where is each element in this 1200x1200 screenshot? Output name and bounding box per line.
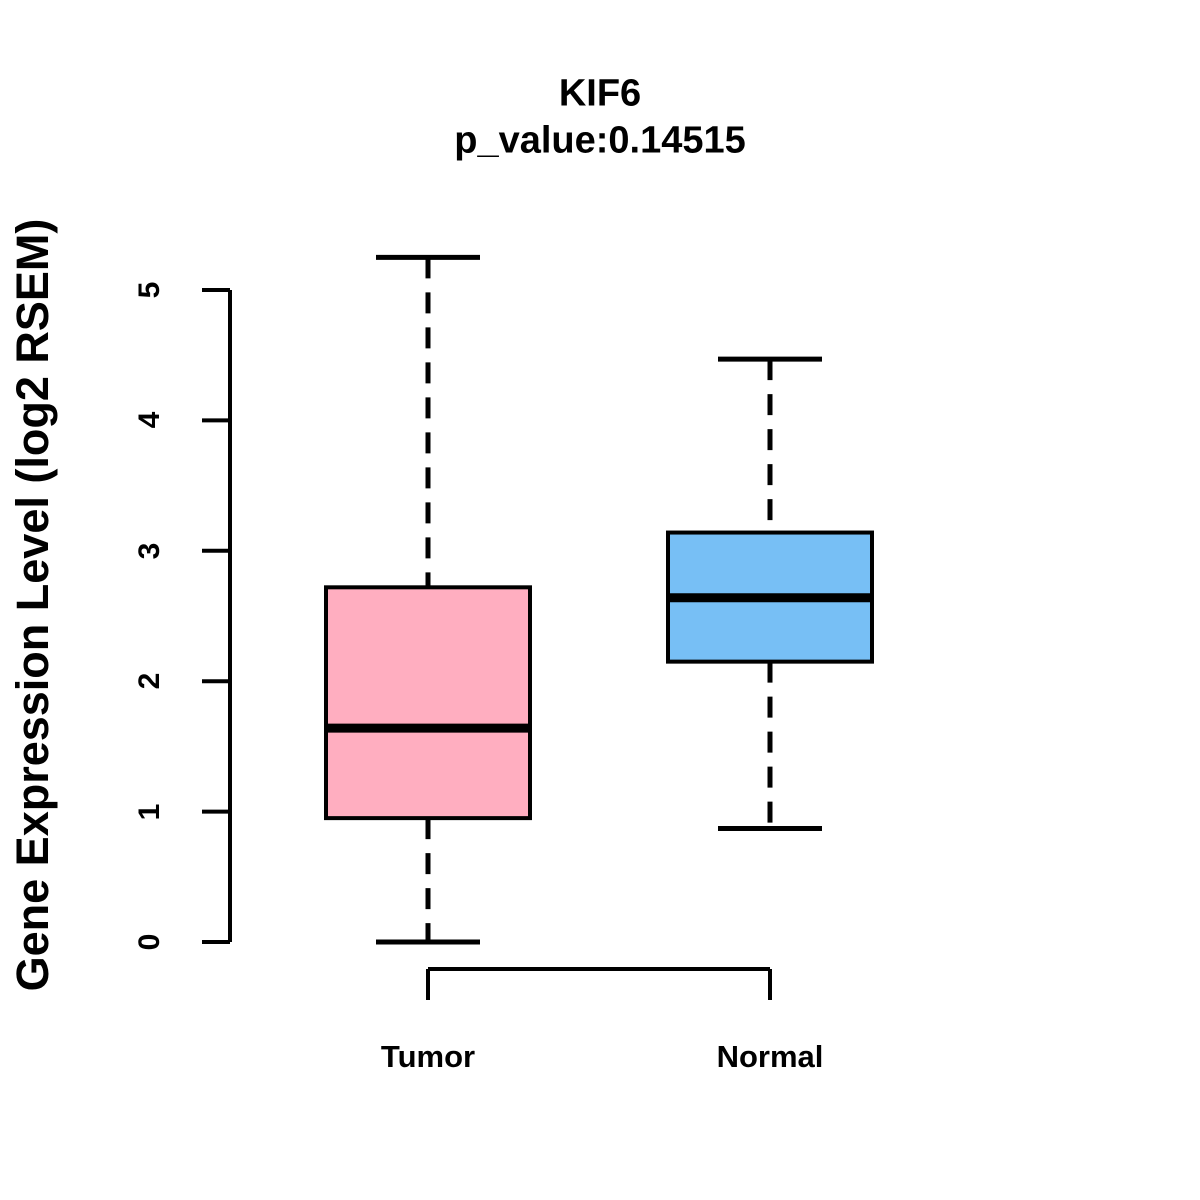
y-tick-label-5: 5	[133, 281, 166, 299]
y-tick-label-3: 3	[133, 542, 166, 560]
x-category-label-tumor: Tumor	[380, 1039, 476, 1074]
y-tick-label-2: 2	[133, 672, 166, 690]
y-axis-label: Gene Expression Level (log2 RSEM)	[7, 218, 58, 992]
y-tick-label-0: 0	[133, 933, 166, 951]
chart-title: KIF6	[558, 72, 642, 115]
chart-subtitle: p_value:0.14515	[454, 119, 746, 162]
x-category-label-normal: Normal	[716, 1039, 824, 1074]
y-tick-label-1: 1	[133, 803, 166, 820]
tumor-box	[324, 585, 532, 821]
y-tick-label-4: 4	[133, 412, 166, 429]
